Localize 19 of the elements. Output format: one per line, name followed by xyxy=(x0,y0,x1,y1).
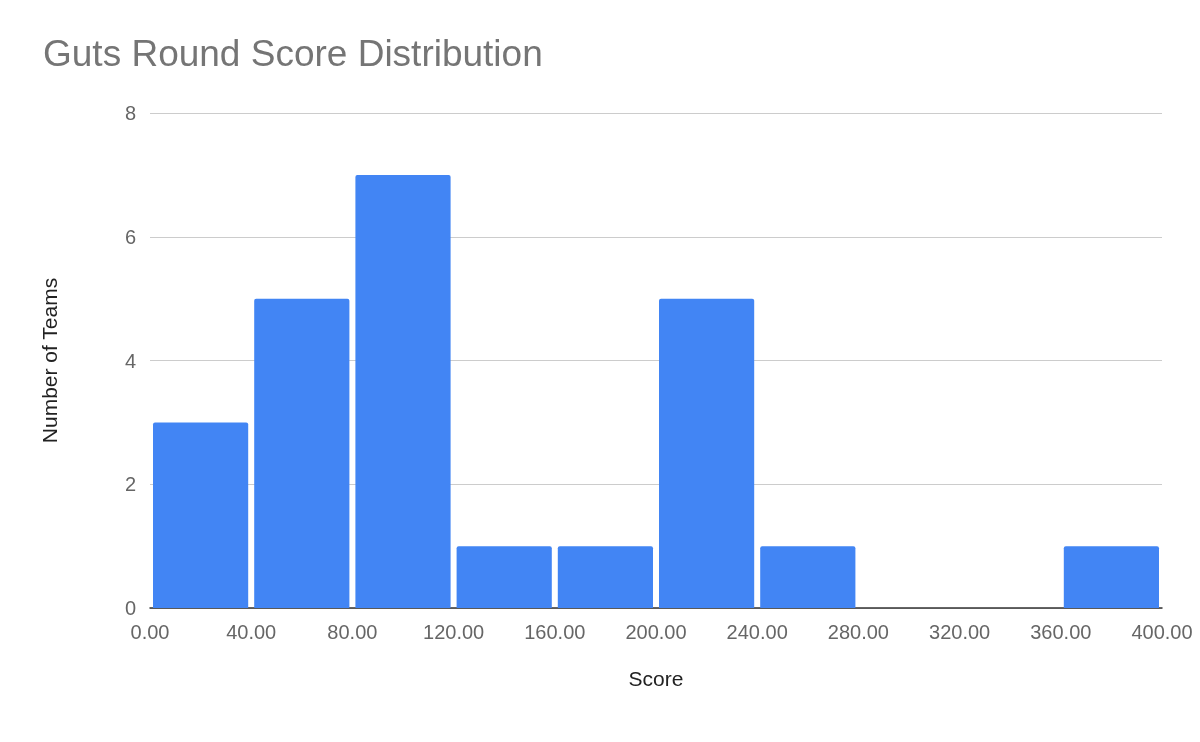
x-tick-label: 80.00 xyxy=(327,621,378,643)
y-tick-label: 8 xyxy=(124,102,136,124)
y-tick-label: 4 xyxy=(124,349,136,372)
x-tick-label: 360.00 xyxy=(1030,621,1092,643)
y-axis-title: Number of Teams xyxy=(38,277,61,444)
x-tick-label: 320.00 xyxy=(929,621,991,643)
x-tick-label: 160.00 xyxy=(524,621,586,643)
y-tick-label: 2 xyxy=(124,473,136,496)
x-tick-label: 200.00 xyxy=(625,621,687,643)
x-tick-label: 400.00 xyxy=(1131,621,1193,643)
x-tick-label: 240.00 xyxy=(726,621,788,643)
x-tick-label: 40.00 xyxy=(226,621,277,643)
x-tick-label: 120.00 xyxy=(423,621,485,643)
chart-title: Guts Round Score Distribution xyxy=(43,33,543,74)
y-tick-label: 0 xyxy=(124,597,136,619)
y-tick-label: 6 xyxy=(124,225,136,248)
x-axis-title: Score xyxy=(628,667,684,690)
x-tick-label: 0.00 xyxy=(130,621,170,643)
x-tick-label: 280.00 xyxy=(827,621,889,643)
